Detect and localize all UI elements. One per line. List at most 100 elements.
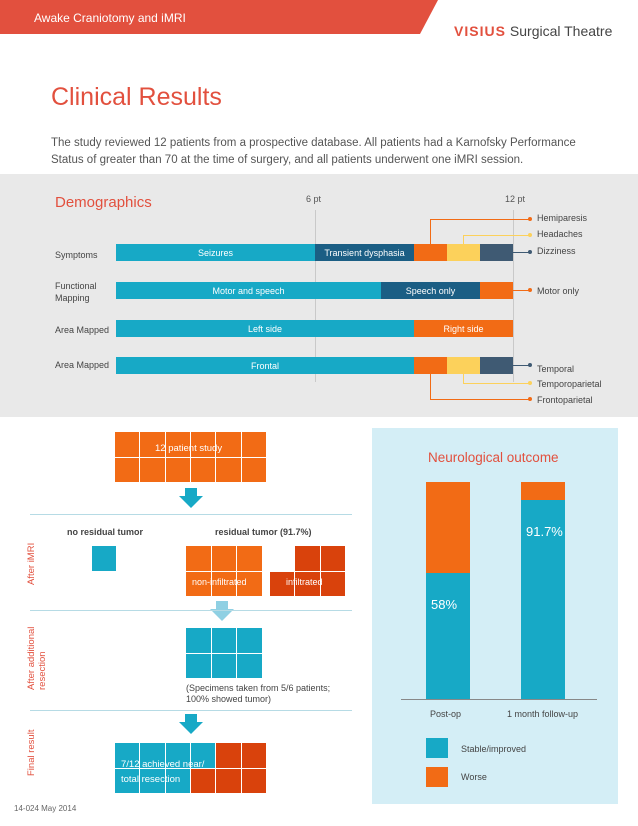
row-label-area-mapped-side: Area Mapped <box>55 325 110 335</box>
footer-code: 14-024 May 2014 <box>14 804 77 813</box>
side-label-after-imri: After iMRI <box>26 542 37 585</box>
connector-temporoparietal-h <box>463 383 530 384</box>
callout-motor-only: Motor only <box>537 286 580 296</box>
row-label-functional-mapping: Functional Mapping <box>55 280 97 304</box>
demographics-panel: Demographics 6 pt 12 pt Symptoms Seizure… <box>0 174 638 417</box>
brand-logo: VISIUS Surgical Theatre <box>454 23 612 39</box>
connector-temporoparietal-v <box>463 374 464 383</box>
callout-headaches: Headaches <box>537 229 583 239</box>
arrow-down-icon <box>210 609 234 621</box>
callout-dizziness: Dizziness <box>537 246 576 256</box>
separator-3 <box>30 710 352 711</box>
row-label-functional: Functional <box>55 281 97 291</box>
grid-infiltrated <box>270 546 345 596</box>
grid-specimens <box>186 628 262 678</box>
category-post-op: Post-op <box>430 709 462 719</box>
specimens-note-2: 100% showed tumor) <box>186 694 272 704</box>
arrow-down-icon <box>179 722 203 734</box>
callout-hemiparesis: Hemiparesis <box>537 213 588 223</box>
segment-headaches <box>447 244 480 261</box>
segment-motor-only <box>480 282 513 299</box>
data-label-post-op: 58% <box>431 597 458 613</box>
infiltrated-label: infiltrated <box>286 577 323 587</box>
bar-worse-post-op <box>426 482 470 574</box>
connector-motor-only-dot <box>528 288 532 292</box>
connector-frontoparietal-v <box>430 374 431 399</box>
segment-frontoparietal <box>480 357 513 374</box>
header-title: Awake Craniotomy and iMRI <box>34 11 186 25</box>
grid-12-patients <box>115 432 266 482</box>
arrow-3-shaft <box>185 714 197 722</box>
residual-label: residual tumor (91.7%) <box>215 527 312 537</box>
legend-label-worse: Worse <box>461 772 487 782</box>
row-label-symptoms: Symptoms <box>55 250 98 260</box>
grid-final-result <box>115 743 266 793</box>
segment-speech-only: Speech only <box>381 282 480 299</box>
connector-hemiparesis-v <box>430 219 431 244</box>
bar-stable-1-month <box>521 500 565 699</box>
connector-temporal-h <box>513 365 530 366</box>
separator-1 <box>30 514 352 515</box>
side-label-after-additional-2: resection <box>37 651 48 690</box>
side-label-after-additional: After additional resection <box>26 627 48 690</box>
gridline-12pt <box>513 210 514 382</box>
brand-mark: VISIUS <box>454 23 506 39</box>
data-label-1-month: 91.7% <box>526 524 563 539</box>
bar-stable-post-op <box>426 573 470 699</box>
non-infiltrated-label: non-infiltrated <box>192 577 247 587</box>
segment-dizziness <box>480 244 513 261</box>
connector-headaches-h <box>463 235 530 236</box>
connector-temporoparietal-dot <box>528 381 532 385</box>
bar-worse-1-month <box>521 482 565 500</box>
tick-12pt: 12 pt <box>505 194 526 204</box>
arrow-1-shaft <box>185 488 197 496</box>
connector-motor-only-h <box>513 290 530 291</box>
intro-paragraph: The study reviewed 12 patients from a pr… <box>51 137 576 166</box>
study-label: 12 patient study <box>155 443 223 454</box>
neuro-chart-title: Neurological outcome <box>428 450 559 465</box>
x-axis-line <box>401 699 597 700</box>
segment-left-side: Left side <box>116 320 414 337</box>
header-bar <box>0 0 420 34</box>
callout-frontoparietal: Frontoparietal <box>537 395 593 405</box>
segment-motor-and-speech: Motor and speech <box>116 282 381 299</box>
connector-headaches-v <box>463 235 464 244</box>
brand-name: Surgical Theatre <box>509 23 613 39</box>
demographics-title: Demographics <box>55 194 152 211</box>
final-result-line2: total resection <box>121 774 181 785</box>
legend-label-stable: Stable/improved <box>461 744 527 754</box>
arrow-down-icon <box>179 496 203 508</box>
connector-dizziness-dot <box>528 250 532 254</box>
segment-transient-dysphasia: Transient dysphasia <box>315 244 414 261</box>
legend-swatch-worse <box>426 767 448 787</box>
connector-dizziness-h <box>513 252 530 253</box>
segment-seizures: Seizures <box>116 244 315 261</box>
no-residual-square <box>92 546 116 571</box>
category-1-month: 1 month follow-up <box>507 709 579 719</box>
page-title: Clinical Results <box>51 83 222 111</box>
specimens-note-1: (Specimens taken from 5/6 patients; <box>186 683 331 693</box>
connector-hemiparesis-h <box>430 219 530 220</box>
connector-temporal-dot <box>528 363 532 367</box>
connector-frontoparietal-dot <box>528 397 532 401</box>
header-bar-slant <box>420 0 438 34</box>
tick-6pt: 6 pt <box>306 194 322 204</box>
neurological-outcome-panel: Neurological outcome 58% 91.7% Post-op 1 … <box>372 428 618 804</box>
callout-temporal: Temporal <box>537 364 575 374</box>
arrow-2-shaft <box>216 601 228 609</box>
row-label-mapping: Mapping <box>55 293 90 303</box>
segment-right-side: Right side <box>414 320 513 337</box>
final-result-label: 7/12 achieved near/total resection <box>121 757 204 787</box>
side-label-after-additional-1: After additional <box>26 626 37 690</box>
legend-swatch-stable <box>426 738 448 758</box>
segment-temporoparietal <box>447 357 480 374</box>
grid-non-infiltrated <box>186 546 262 596</box>
callout-temporoparietal: Temporoparietal <box>537 379 602 389</box>
final-result-line1: 7/12 achieved near/ <box>121 759 205 770</box>
connector-headaches-dot <box>528 233 532 237</box>
segment-hemiparesis <box>414 244 447 261</box>
no-residual-label: no residual tumor <box>67 527 144 537</box>
segment-temporal <box>414 357 447 374</box>
separator-2 <box>30 610 352 611</box>
